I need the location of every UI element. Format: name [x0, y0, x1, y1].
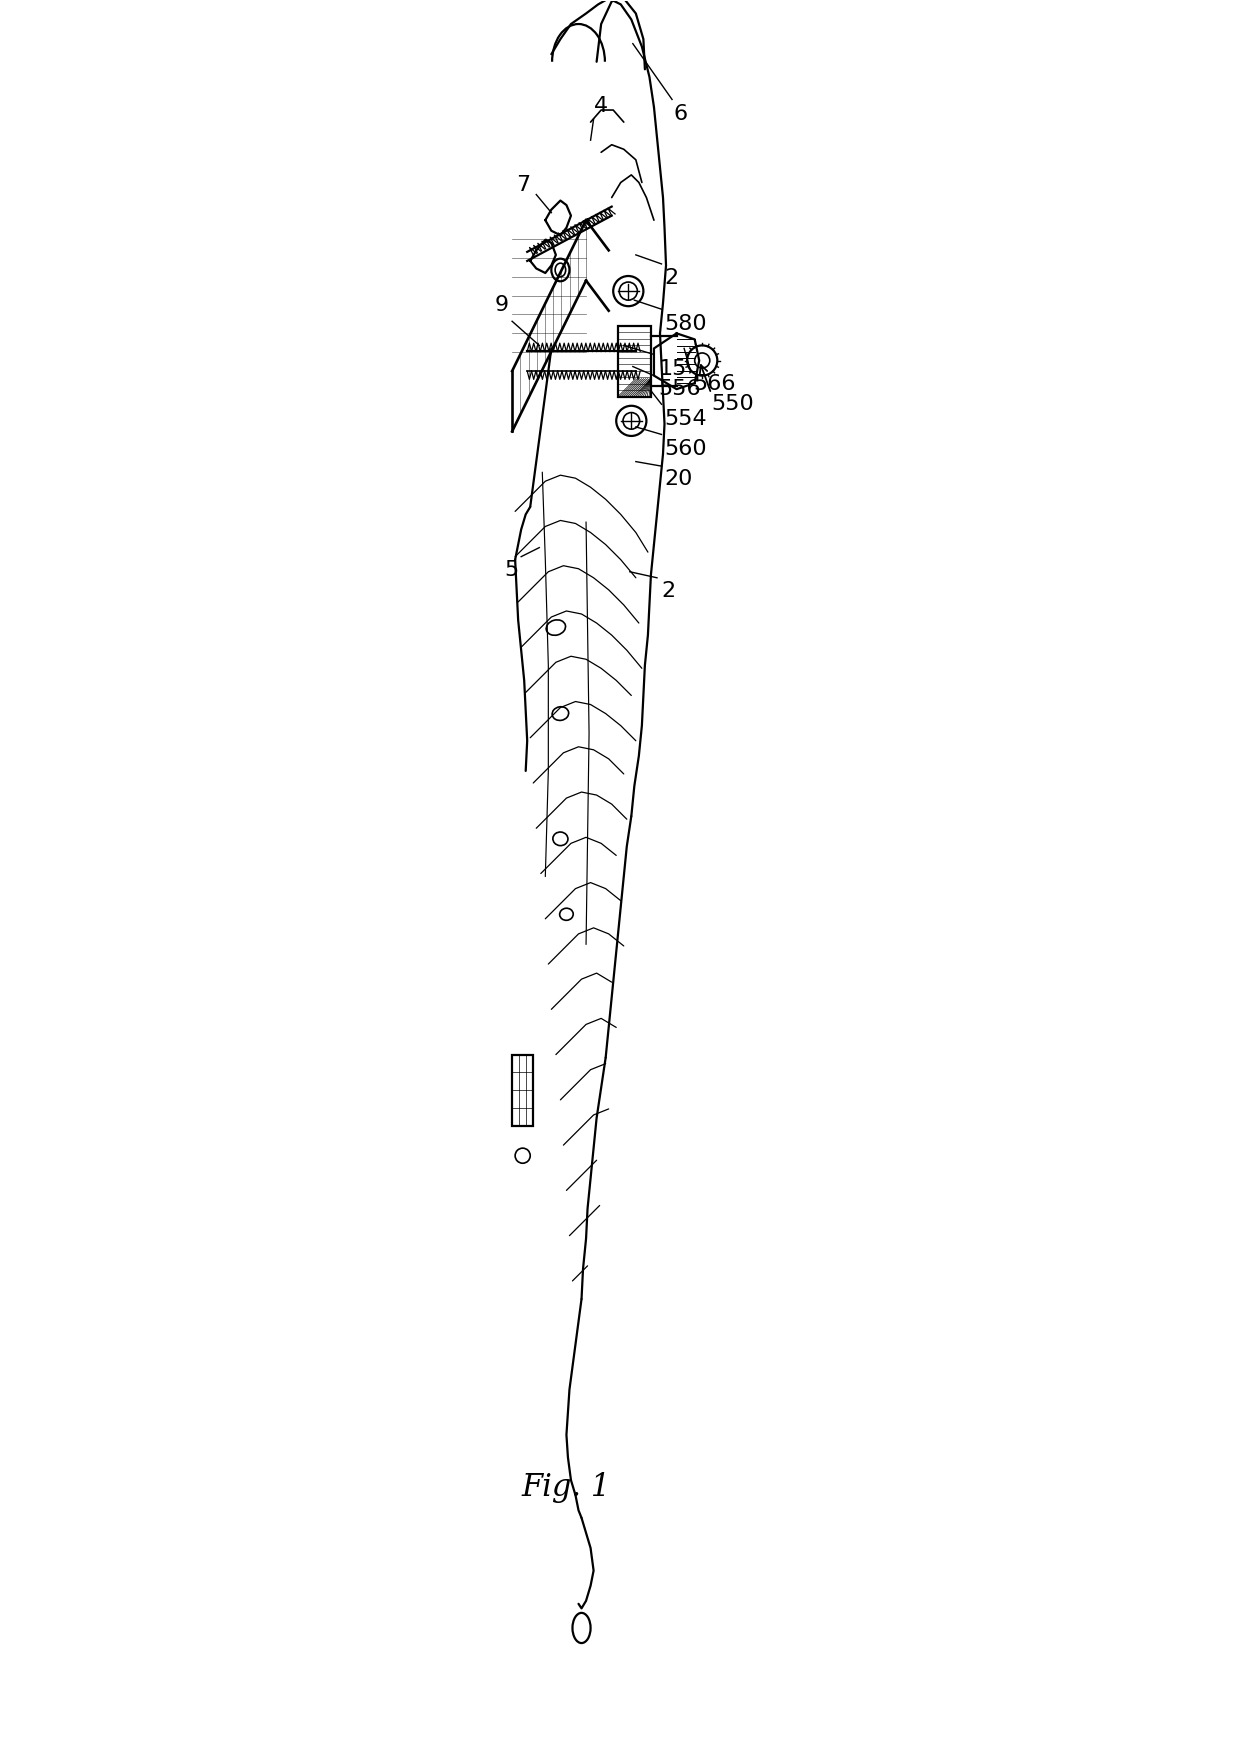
Text: 9: 9 — [495, 295, 510, 315]
Text: 4: 4 — [594, 96, 608, 116]
Text: 550: 550 — [712, 395, 754, 414]
Text: 2: 2 — [665, 268, 678, 289]
Text: Fig. 1: Fig. 1 — [521, 1472, 610, 1503]
Text: 566: 566 — [693, 374, 735, 395]
Text: 15: 15 — [658, 360, 687, 379]
Text: 580: 580 — [665, 315, 707, 334]
Text: 6: 6 — [673, 104, 688, 123]
Text: 554: 554 — [665, 408, 707, 429]
Text: 5: 5 — [503, 560, 518, 580]
Text: 556: 556 — [658, 379, 701, 398]
Text: 7: 7 — [516, 174, 531, 195]
Text: 2: 2 — [661, 580, 676, 601]
Text: 560: 560 — [665, 440, 707, 459]
Text: 20: 20 — [665, 469, 693, 488]
